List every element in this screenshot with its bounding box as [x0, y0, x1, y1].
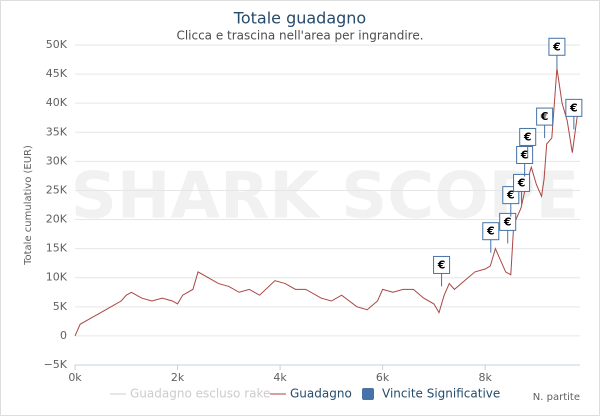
legend-symbol — [362, 388, 374, 400]
flag: € — [548, 37, 566, 69]
x-axis-label: N. partite — [533, 392, 580, 403]
y-tick-label: 10K — [46, 271, 68, 284]
flag-label: € — [523, 130, 532, 143]
flag-box — [482, 222, 500, 241]
y-tick-label: 50K — [46, 38, 68, 51]
flag-label: € — [437, 258, 446, 271]
x-tick-label: 8k — [478, 371, 492, 384]
flag-box — [548, 37, 566, 56]
y-tick-label: 40K — [46, 96, 68, 109]
x-tick-label: 2k — [171, 371, 185, 384]
flag-label: € — [486, 225, 495, 238]
legend-label[interactable]: Vincite Significative — [382, 387, 500, 401]
y-tick-label: 25K — [46, 183, 68, 196]
y-tick-label: 15K — [46, 242, 68, 255]
flag: € — [513, 173, 531, 205]
legend-label[interactable]: Guadagno — [290, 387, 352, 401]
x-tick-label: 0k — [68, 371, 82, 384]
legend-label[interactable]: Guadagno escluso rake — [130, 387, 270, 401]
y-tick-label: 30K — [46, 154, 68, 167]
watermark: SHARK SCOPE — [71, 160, 579, 234]
y-tick-label: 5K — [53, 300, 68, 313]
flag-box — [516, 145, 534, 164]
x-tick-label: 6k — [376, 371, 390, 384]
flag-label: € — [503, 215, 512, 228]
flag-box — [536, 107, 554, 126]
flag: € — [499, 212, 517, 244]
flag-label: € — [506, 189, 515, 202]
flag: € — [433, 255, 451, 287]
flag-label: € — [520, 148, 529, 161]
chart-title: Totale guadagno — [233, 9, 366, 28]
flag-label: € — [569, 101, 578, 114]
flag-label: € — [517, 176, 526, 189]
flag-label: € — [552, 40, 561, 53]
flag-label: € — [540, 110, 549, 123]
flag-box — [433, 255, 451, 274]
flag: € — [482, 222, 500, 253]
flag: € — [516, 145, 534, 177]
chart-subtitle: Clicca e trascina nell'area per ingrandi… — [176, 29, 423, 43]
x-tick-label: 4k — [273, 371, 287, 384]
flag: € — [565, 98, 583, 130]
y-tick-label: 35K — [46, 125, 68, 138]
flag-box — [565, 98, 583, 117]
flag: € — [519, 127, 537, 159]
y-tick-label: 45K — [46, 67, 68, 80]
flag-box — [513, 173, 531, 192]
flag: € — [536, 107, 554, 139]
y-tick-label: 0 — [60, 329, 67, 342]
y-tick-label: −5K — [44, 358, 68, 371]
flag-box — [499, 212, 517, 231]
y-tick-label: 20K — [46, 213, 68, 226]
y-axis-label: Totale cumulativo (EUR) — [23, 145, 34, 266]
flag-box — [519, 127, 537, 146]
